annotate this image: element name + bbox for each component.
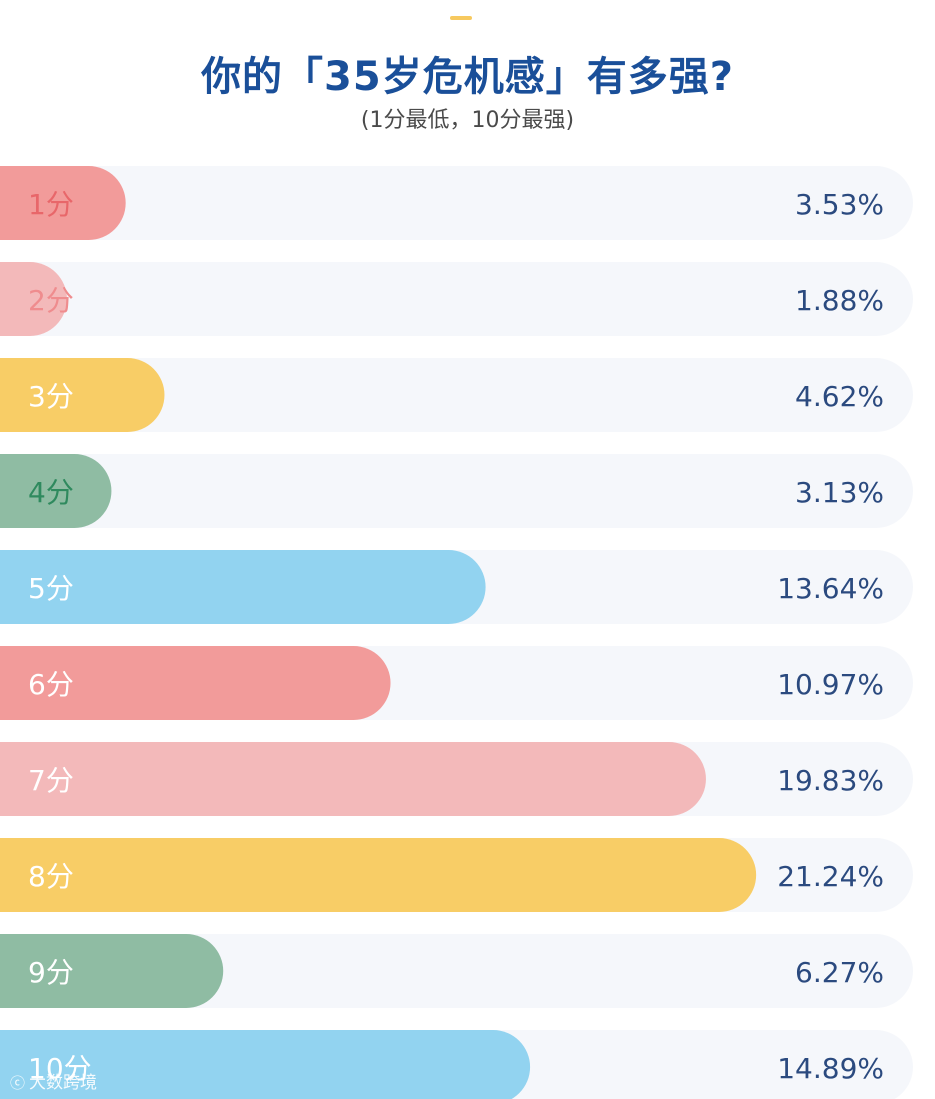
value-label: 21.24% bbox=[777, 860, 884, 893]
category-label: 6分 bbox=[28, 668, 74, 701]
bar-track bbox=[0, 262, 913, 336]
bar bbox=[0, 1030, 531, 1099]
value-label: 3.53% bbox=[795, 188, 884, 221]
value-label: 6.27% bbox=[795, 956, 884, 989]
category-label: 10分 bbox=[28, 1052, 92, 1085]
bar-track bbox=[0, 166, 913, 240]
bar bbox=[0, 646, 391, 720]
category-label: 1分 bbox=[28, 188, 74, 221]
watermark: ⓒ 大数跨境 bbox=[10, 1068, 97, 1093]
bar bbox=[0, 742, 706, 816]
value-label: 14.89% bbox=[777, 1052, 884, 1085]
bar-track bbox=[0, 934, 913, 1008]
chart-title: 你的「35岁危机感」有多强? bbox=[201, 54, 734, 100]
bar-track bbox=[0, 358, 913, 432]
value-label: 13.64% bbox=[777, 572, 884, 605]
bar bbox=[0, 166, 126, 240]
chart-subtitle: (1分最低，10分最强) bbox=[360, 108, 575, 133]
bar bbox=[0, 550, 486, 624]
value-label: 1.88% bbox=[795, 284, 884, 317]
bar bbox=[0, 838, 757, 912]
category-label: 8分 bbox=[28, 860, 74, 893]
bar bbox=[0, 262, 67, 336]
watermark-text: 大数跨境 bbox=[29, 1073, 98, 1093]
logo-icon: ⓒ bbox=[10, 1074, 26, 1092]
category-label: 4分 bbox=[28, 476, 74, 509]
value-label: 10.97% bbox=[777, 668, 884, 701]
value-label: 4.62% bbox=[795, 380, 884, 413]
category-label: 7分 bbox=[28, 764, 74, 797]
category-label: 5分 bbox=[28, 572, 74, 605]
bar-track bbox=[0, 454, 913, 528]
bar bbox=[0, 934, 224, 1008]
category-label: 9分 bbox=[28, 956, 74, 989]
value-label: 3.13% bbox=[795, 476, 884, 509]
category-label: 2分 bbox=[28, 284, 74, 317]
bar bbox=[0, 454, 112, 528]
title-accent-bar bbox=[450, 16, 472, 20]
bar bbox=[0, 358, 165, 432]
value-label: 19.83% bbox=[777, 764, 884, 797]
category-label: 3分 bbox=[28, 380, 74, 413]
